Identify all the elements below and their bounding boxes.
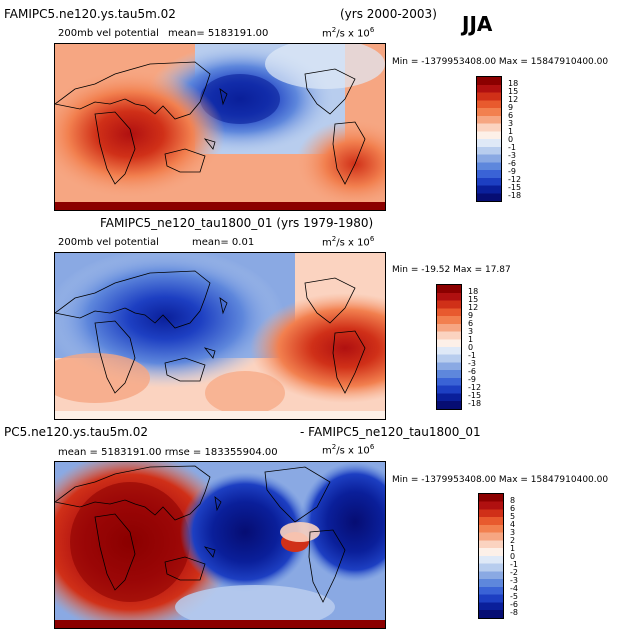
panel1-contour-field	[55, 44, 385, 210]
colorbar-label: 3	[510, 528, 516, 537]
colorbar-label: -12	[508, 175, 522, 184]
colorbar-label: 6	[468, 319, 474, 328]
colorbar-label: -9	[508, 167, 516, 176]
colorbar-label: -15	[468, 391, 482, 400]
colorbar-label: -9	[468, 375, 476, 384]
panel1-variable: 200mb vel potential	[58, 28, 159, 39]
panel1-case-title: FAMIPC5.ne120.ys.tau5m.02	[4, 7, 176, 21]
colorbar-label: 0	[468, 343, 474, 352]
colorbar-label: 12	[508, 95, 519, 104]
colorbar-label: -3	[508, 151, 516, 160]
colorbar-label: 9	[508, 103, 514, 112]
panel1-mean: mean= 5183191.00	[168, 28, 269, 39]
panel2-colorbar-swatches	[436, 284, 462, 410]
colorbar-label: 1	[510, 544, 516, 553]
colorbar-label: 5	[510, 512, 516, 521]
panel1-minmax: Min = -1379953408.00 Max = 15847910400.0…	[392, 57, 609, 67]
panel1-years: (yrs 2000-2003)	[340, 7, 437, 21]
colorbar-label: 3	[468, 327, 474, 336]
colorbar-label: -1	[508, 143, 516, 152]
colorbar-label: 12	[468, 303, 479, 312]
colorbar-label: 1	[468, 335, 474, 344]
colorbar-label: 15	[468, 295, 479, 304]
panel2-contour-field	[55, 253, 385, 419]
colorbar-label: -8	[510, 608, 518, 617]
panel1-units: m2/s x 106	[322, 26, 375, 40]
panel2-variable: 200mb vel potential	[58, 237, 159, 248]
panel3-mean-rmse: mean = 5183191.00 rmse = 183355904.00	[58, 447, 278, 458]
panel1-colorbar-swatches	[476, 76, 502, 202]
panel1-map	[54, 43, 386, 211]
colorbar-label: 9	[468, 311, 474, 320]
colorbar-label: 18	[468, 287, 479, 296]
panel2-case-title: FAMIPC5_ne120_tau1800_01 (yrs 1979-1980)	[100, 216, 374, 230]
colorbar-label: 4	[510, 520, 516, 529]
colorbar-label: -2	[510, 568, 518, 577]
colorbar-label: -12	[468, 383, 482, 392]
panel3-colorbar-swatches	[478, 493, 504, 619]
colorbar-label: -18	[468, 399, 482, 408]
colorbar-label: -3	[468, 359, 476, 368]
colorbar-label: 8	[510, 496, 516, 505]
colorbar-label: -5	[510, 592, 518, 601]
panel3-minmax: Min = -1379953408.00 Max = 15847910400.0…	[392, 475, 609, 485]
colorbar-label: 2	[510, 536, 516, 545]
colorbar-label: 1	[508, 127, 514, 136]
colorbar-label: 18	[508, 79, 519, 88]
colorbar-label: -15	[508, 183, 522, 192]
colorbar-label: 3	[508, 119, 514, 128]
colorbar-label: 0	[508, 135, 514, 144]
colorbar-label: 6	[510, 504, 516, 513]
panel2-map	[54, 252, 386, 420]
colorbar-label: -6	[508, 159, 516, 168]
colorbar-label: -6	[468, 367, 476, 376]
colorbar-label: -18	[508, 191, 522, 200]
colorbar-label: 0	[510, 552, 516, 561]
colorbar-label: -6	[510, 600, 518, 609]
colorbar-label: -4	[510, 584, 518, 593]
panel2-mean: mean= 0.01	[192, 237, 255, 248]
panel2-minmax: Min = -19.52 Max = 17.87	[392, 265, 511, 275]
panel3-case-title-left: PC5.ne120.ys.tau5m.02	[4, 425, 149, 439]
colorbar-label: 15	[508, 87, 519, 96]
panel3-units: m2/s x 106	[322, 443, 375, 457]
colorbar-label: -1	[468, 351, 476, 360]
panel3-map	[54, 461, 386, 629]
colorbar-label: -1	[510, 560, 518, 569]
panel2-units: m2/s x 106	[322, 235, 375, 249]
season-label: JJA	[462, 12, 493, 36]
panel3-contour-field	[55, 462, 385, 628]
colorbar-label: -3	[510, 576, 518, 585]
colorbar-label: 6	[508, 111, 514, 120]
panel3-case-title-right: - FAMIPC5_ne120_tau1800_01	[300, 425, 481, 439]
